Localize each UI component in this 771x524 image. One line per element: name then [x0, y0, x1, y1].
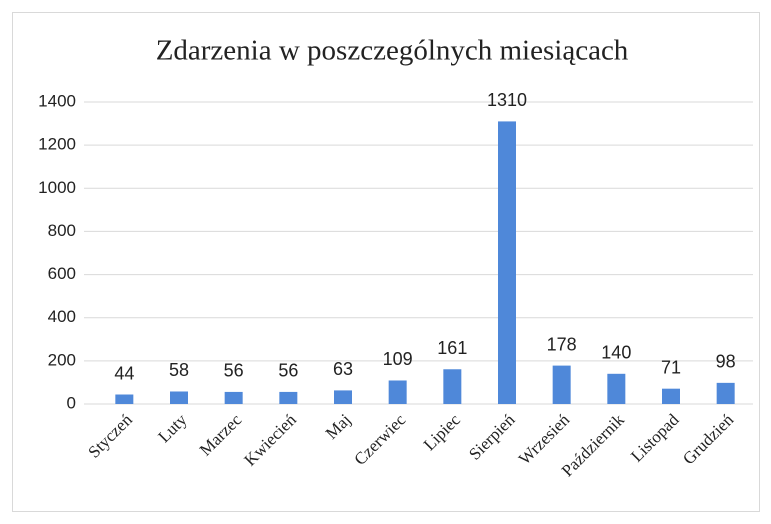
chart-border	[12, 12, 760, 512]
bar	[662, 388, 680, 404]
y-tick-label: 400	[48, 307, 76, 326]
chart-title: Zdarzenia w poszczególnych miesiącach	[156, 35, 629, 67]
bar	[716, 382, 735, 404]
data-label: 71	[661, 357, 681, 377]
y-tick-label: 600	[48, 264, 76, 283]
data-label: 56	[278, 361, 298, 381]
data-label: 109	[383, 349, 413, 369]
bar	[607, 373, 626, 404]
data-label: 63	[333, 359, 353, 379]
data-label: 140	[601, 343, 631, 363]
bar	[388, 380, 407, 404]
bar	[115, 394, 134, 404]
data-label: 1310	[487, 90, 527, 110]
bar	[279, 391, 298, 404]
y-tick-label: 0	[67, 393, 76, 412]
bar	[334, 390, 352, 404]
data-label: 58	[169, 360, 189, 380]
bar	[170, 391, 188, 404]
data-label: 178	[547, 334, 577, 354]
bar	[552, 365, 571, 404]
y-tick-label: 800	[48, 221, 76, 240]
y-tick-label: 200	[48, 350, 76, 369]
y-tick-label: 1000	[38, 178, 76, 197]
data-label: 44	[114, 363, 134, 383]
data-label: 161	[437, 338, 467, 358]
y-tick-label: 1400	[38, 91, 76, 110]
data-label: 56	[224, 361, 244, 381]
y-tick-label: 1200	[38, 135, 76, 154]
bar	[498, 121, 516, 405]
bar	[224, 391, 243, 404]
bar	[443, 369, 462, 404]
data-label: 98	[716, 352, 736, 372]
